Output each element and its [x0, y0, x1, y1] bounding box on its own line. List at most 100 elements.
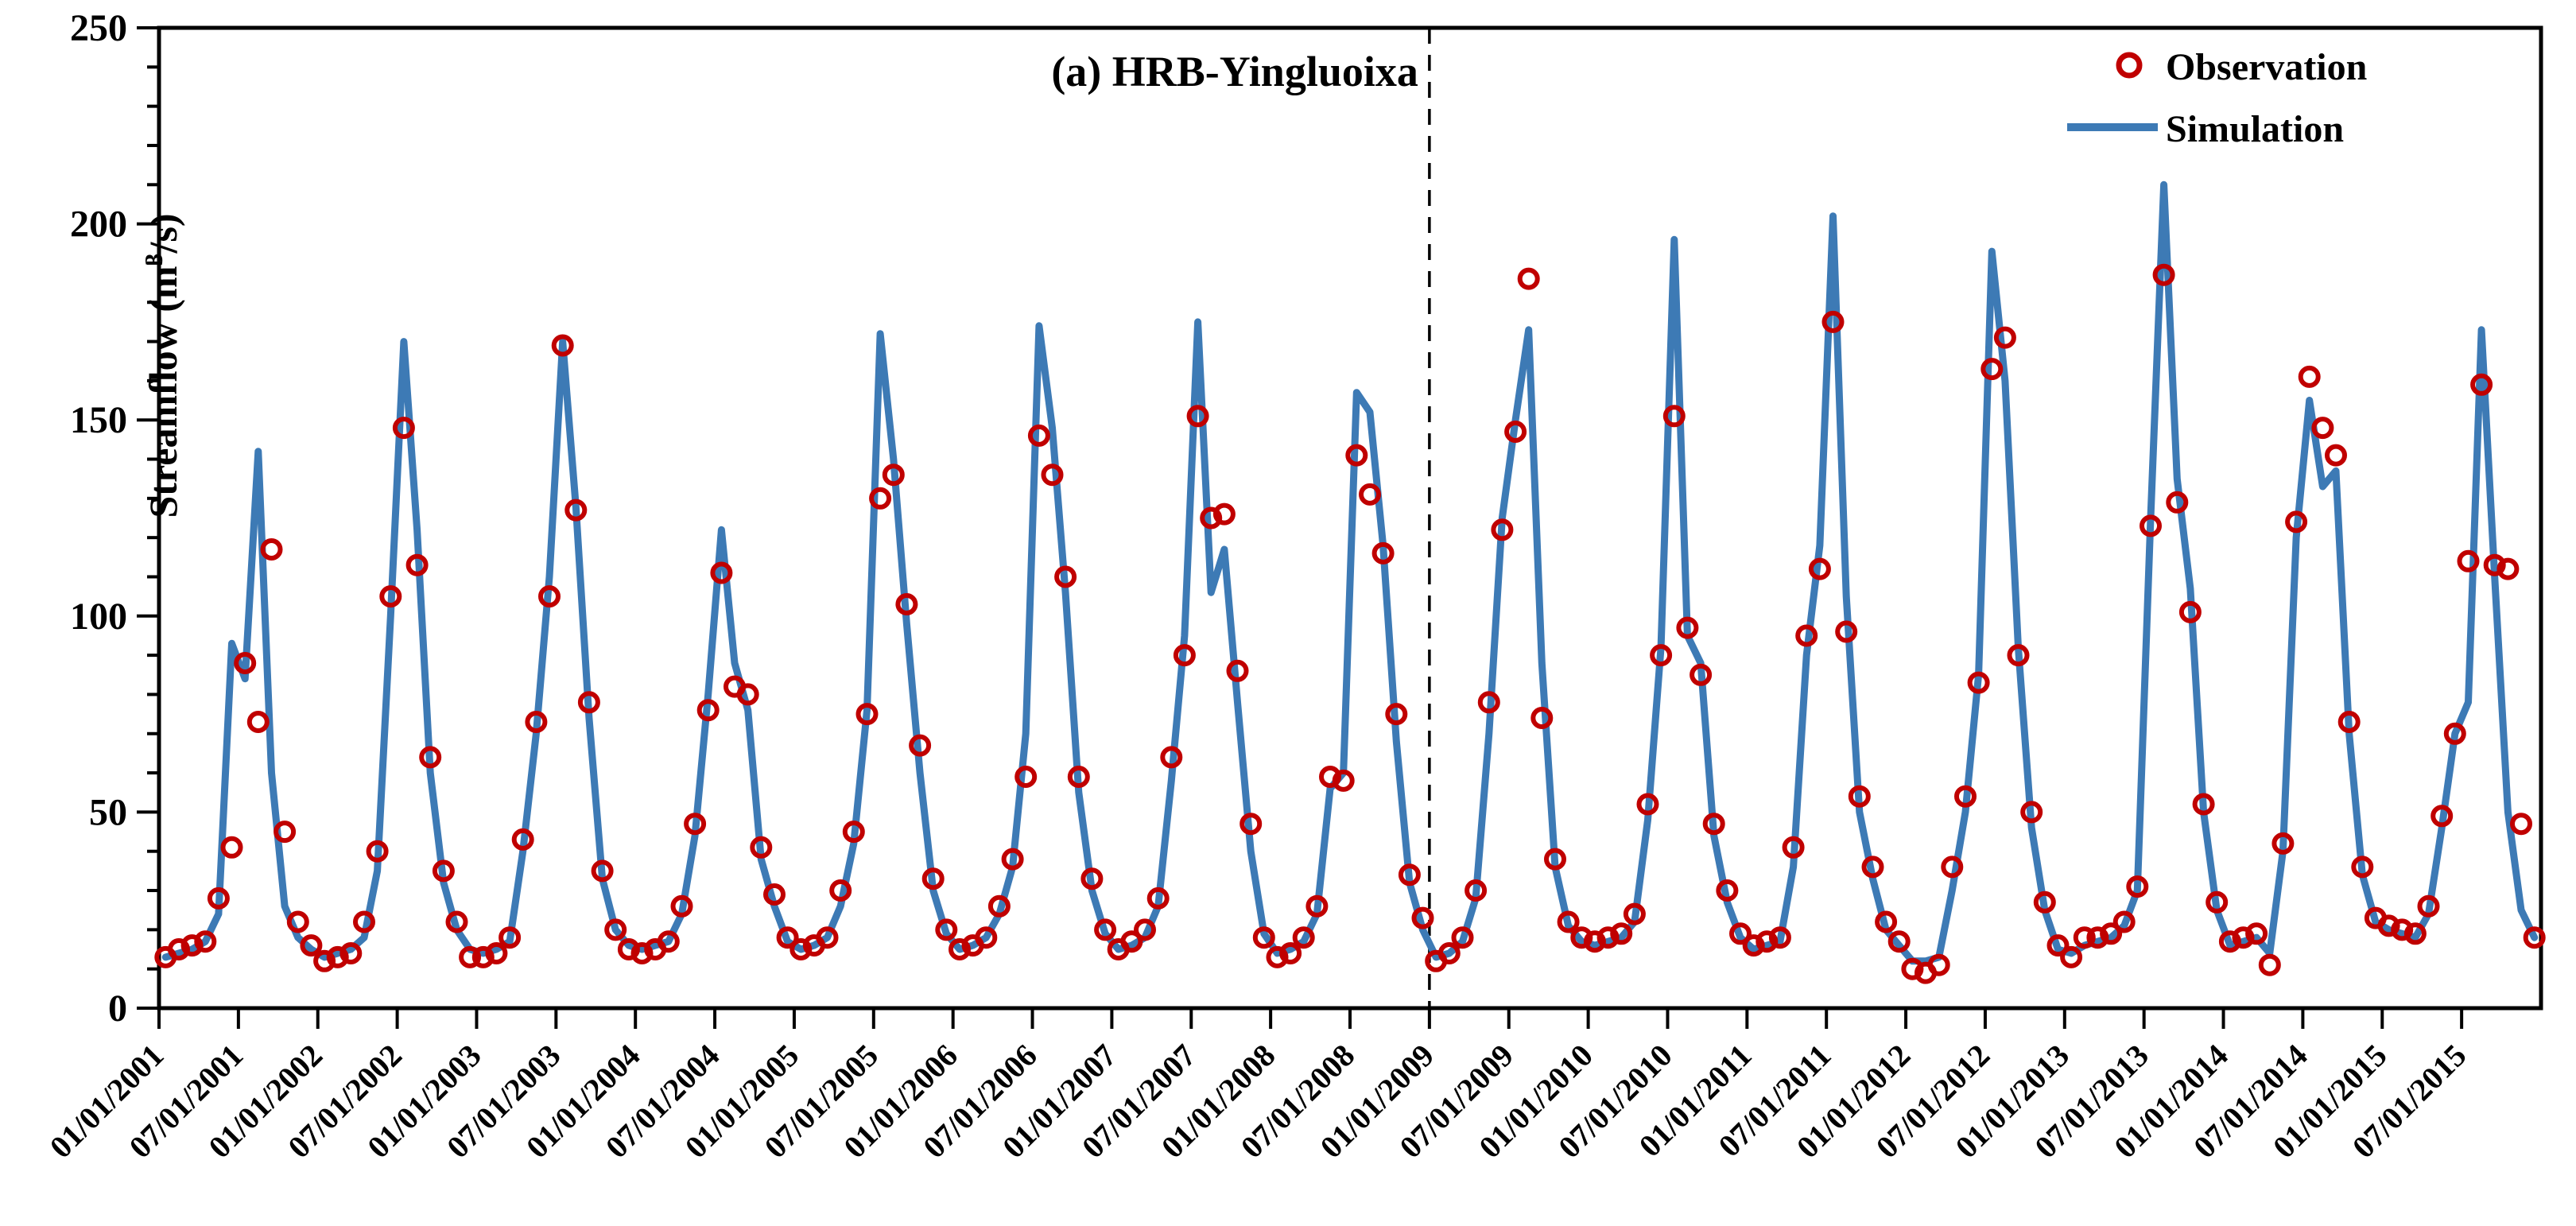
observation-point: [1967, 671, 1990, 694]
observation-point: [1662, 405, 1686, 428]
observation-point: [1530, 707, 1554, 729]
observation-point: [1332, 769, 1355, 792]
observation-point: [326, 945, 349, 968]
observation-point: [234, 652, 257, 674]
y-tick-label: 0: [108, 987, 127, 1030]
observation-point: [2510, 813, 2532, 836]
observation-point: [2443, 722, 2466, 745]
observation-point: [1252, 926, 1275, 949]
observation-point: [2192, 793, 2215, 816]
observation-point: [1980, 358, 2004, 381]
observation-point: [2206, 890, 2229, 914]
observation-point: [1292, 926, 1315, 949]
observation-point: [1795, 624, 1818, 647]
observation-point: [1371, 541, 1395, 565]
observation-point: [909, 734, 932, 757]
observation-point: [2496, 557, 2520, 580]
observation-point: [2007, 644, 2030, 667]
observation-point: [2325, 444, 2347, 467]
observation-point: [1385, 703, 1408, 726]
observation-point: [1716, 879, 1739, 902]
observation-point: [1941, 855, 1964, 879]
observation-point: [1465, 879, 1488, 902]
observation-point: [525, 711, 548, 733]
observation-point: [2033, 890, 2056, 914]
observation-point: [2431, 805, 2454, 828]
observation-point: [2470, 373, 2493, 396]
observation-point: [1650, 644, 1673, 667]
observation-point: [260, 538, 283, 561]
observation-point: [1690, 663, 1713, 686]
observation-point: [499, 926, 522, 949]
observation-point: [1875, 910, 1898, 933]
observation-point: [1041, 464, 1064, 487]
observation-point: [1623, 902, 1646, 925]
observation-point: [2271, 832, 2295, 855]
observation-point: [366, 840, 389, 863]
observation-point: [1993, 326, 2016, 349]
observation-point: [949, 938, 971, 960]
observation-point: [1491, 518, 1514, 541]
observation-point: [551, 334, 574, 357]
observation-point: [869, 487, 892, 510]
observation-point: [1134, 918, 1156, 941]
observation-point: [2285, 510, 2308, 533]
observation-point: [1927, 953, 1950, 976]
y-axis-label: Streamflow (m3/s): [139, 213, 185, 518]
observation-point: [670, 894, 693, 918]
observation-point: [459, 945, 482, 968]
observation-point: [1451, 926, 1474, 949]
observation-point: [630, 942, 654, 964]
observation-point: [987, 894, 1011, 918]
observation-point: [1266, 945, 1289, 968]
observation-point: [2100, 922, 2123, 945]
observation-point: [2298, 365, 2321, 388]
observation-point: [1835, 620, 1858, 643]
observation-point: [246, 711, 270, 733]
observation-point: [180, 934, 204, 957]
observation-point: [684, 813, 707, 836]
observation-point: [1146, 887, 1170, 910]
observation-point: [591, 859, 614, 883]
y-tick-label: 100: [70, 596, 127, 638]
observation-point: [1173, 644, 1196, 667]
observation-point: [1596, 926, 1620, 949]
observation-point: [286, 910, 309, 933]
observation-point: [405, 553, 429, 576]
observation-point: [300, 934, 323, 957]
y-tick-label: 200: [70, 204, 127, 246]
observation-point: [2403, 922, 2427, 945]
observation-point: [538, 585, 561, 608]
observation-point: [313, 949, 336, 972]
observation-point: [1067, 766, 1090, 788]
legend-observation-marker-icon: [2116, 52, 2143, 79]
chart-title: (a) HRB-Yingluoixa: [1051, 48, 1418, 95]
observation-point: [1517, 267, 1540, 290]
observation-point: [1094, 918, 1117, 941]
observation-point: [710, 561, 733, 584]
observation-point: [617, 938, 640, 960]
y-tick-label: 50: [89, 791, 127, 833]
observation-point: [419, 746, 442, 769]
observation-point: [736, 683, 759, 706]
observation-point: [2523, 926, 2546, 949]
observation-point: [1570, 926, 1593, 949]
y-tick-label: 150: [70, 399, 127, 441]
observation-point: [471, 945, 495, 968]
observation-point: [379, 585, 402, 608]
observation-point: [2417, 894, 2440, 918]
observation-point: [1755, 930, 1779, 953]
observation-point: [485, 942, 508, 964]
observation-point: [1821, 310, 1845, 333]
observation-point: [207, 887, 230, 910]
observation-point: [1742, 934, 1765, 957]
observation-point: [1200, 506, 1223, 530]
observation-point: [975, 926, 998, 949]
observation-point: [2020, 801, 2043, 824]
observation-point: [895, 593, 918, 615]
observation-point: [2351, 855, 2374, 879]
observation-point: [1054, 565, 1077, 588]
observation-point: [1226, 659, 1249, 682]
